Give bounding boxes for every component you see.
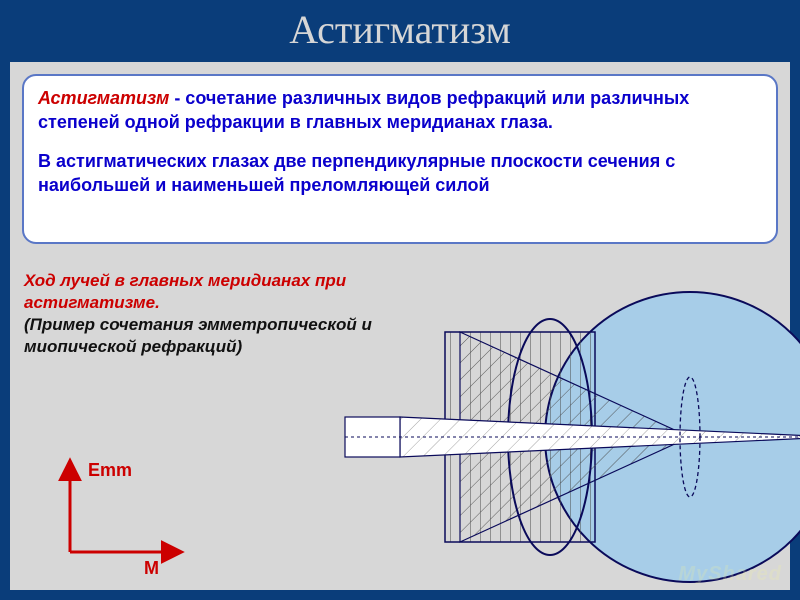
slide: Астигматизм Астигматизм - сочетание разл… xyxy=(0,0,800,600)
diagram-caption: Ход лучей в главных меридианах при астиг… xyxy=(24,270,384,358)
definition-para2: В астигматических глазах две перпендикул… xyxy=(38,149,762,198)
content-panel: Астигматизм - сочетание различных видов … xyxy=(10,62,790,590)
svg-text:Emm: Emm xyxy=(88,460,132,480)
svg-text:M: M xyxy=(144,558,159,578)
slide-title: Астигматизм xyxy=(0,6,800,53)
caption-line1: Ход лучей в главных меридианах при астиг… xyxy=(24,270,384,314)
axes-diagram: Emm M xyxy=(40,412,220,592)
spacer xyxy=(38,135,762,149)
caption-line2: (Пример сочетания эмметропической и миоп… xyxy=(24,314,384,358)
definition-para1: Астигматизм - сочетание различных видов … xyxy=(38,86,762,135)
term: Астигматизм xyxy=(38,88,169,108)
watermark: MyShared xyxy=(678,563,782,586)
definition-box: Астигматизм - сочетание различных видов … xyxy=(22,74,778,244)
optics-diagram xyxy=(340,262,800,592)
